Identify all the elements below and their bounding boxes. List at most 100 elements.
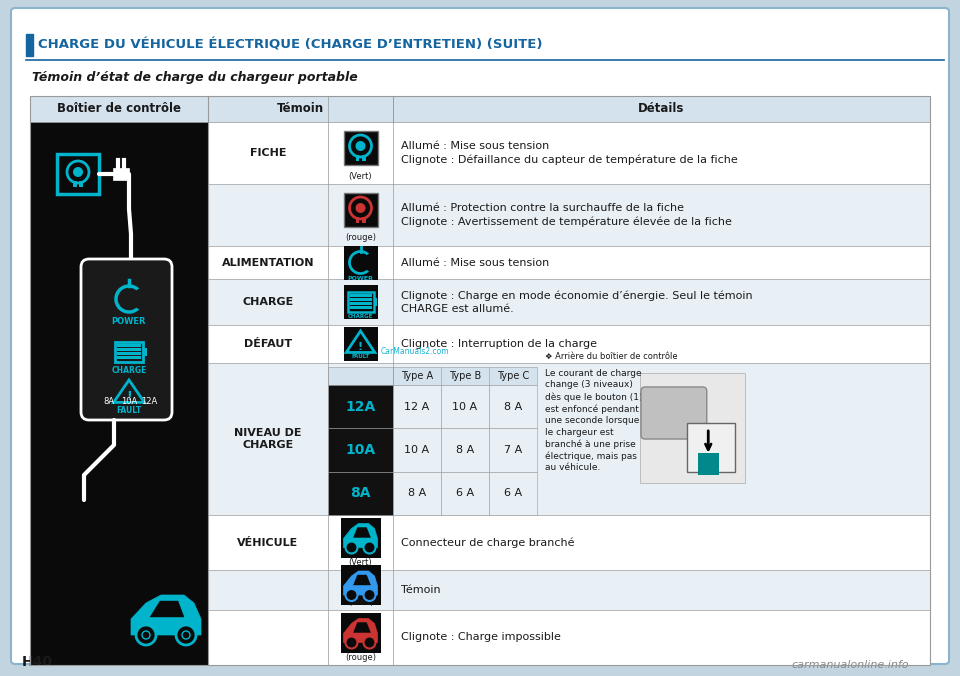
Bar xyxy=(143,348,147,356)
Text: 8 A: 8 A xyxy=(456,445,474,455)
Bar xyxy=(393,429,441,472)
Text: Témoin: Témoin xyxy=(401,585,441,595)
Bar xyxy=(348,292,373,312)
Bar xyxy=(687,422,734,472)
Bar xyxy=(208,325,930,363)
Text: (Bleu): (Bleu) xyxy=(348,598,373,606)
Bar xyxy=(113,168,129,180)
Text: 10A: 10A xyxy=(121,397,137,406)
Text: FAULT: FAULT xyxy=(351,354,370,360)
Text: Type B: Type B xyxy=(449,371,481,381)
Bar xyxy=(349,302,372,305)
Text: POWER: POWER xyxy=(348,276,373,281)
Polygon shape xyxy=(131,595,201,635)
Bar xyxy=(328,385,393,429)
Bar xyxy=(328,472,393,515)
Text: (rouge): (rouge) xyxy=(345,233,376,243)
Bar xyxy=(117,344,141,347)
Bar xyxy=(355,217,359,223)
Bar xyxy=(341,565,380,605)
Bar xyxy=(698,454,719,475)
Text: CHARGE DU VÉHICULE ÉLECTRIQUE (CHARGE D’ENTRETIEN) (SUITE): CHARGE DU VÉHICULE ÉLECTRIQUE (CHARGE D’… xyxy=(38,39,542,51)
Text: (rouge): (rouge) xyxy=(345,652,376,662)
Bar xyxy=(349,294,372,297)
Bar xyxy=(344,327,377,361)
Text: CarManuals2.com: CarManuals2.com xyxy=(380,347,449,356)
Circle shape xyxy=(346,589,357,601)
Bar xyxy=(328,429,393,472)
Bar xyxy=(117,356,141,359)
Bar xyxy=(208,279,930,325)
Bar xyxy=(208,570,930,610)
Bar xyxy=(117,348,141,351)
Bar xyxy=(344,131,377,165)
Text: CHARGE: CHARGE xyxy=(242,297,294,307)
FancyBboxPatch shape xyxy=(81,259,172,420)
Bar xyxy=(441,472,489,515)
Bar xyxy=(640,373,745,483)
Text: CHARGE: CHARGE xyxy=(348,314,373,319)
Text: !: ! xyxy=(358,342,363,352)
Text: 8 A: 8 A xyxy=(504,402,522,412)
Text: FAULT: FAULT xyxy=(116,406,142,415)
Text: 7 A: 7 A xyxy=(504,445,522,455)
Text: NIVEAU DE
CHARGE: NIVEAU DE CHARGE xyxy=(234,428,301,450)
Text: Type A: Type A xyxy=(401,371,433,381)
Text: H40: H40 xyxy=(22,655,53,669)
Bar xyxy=(30,96,930,122)
Bar xyxy=(115,342,143,362)
Bar xyxy=(328,367,537,385)
Bar xyxy=(26,34,33,56)
Bar xyxy=(208,246,930,279)
Circle shape xyxy=(346,541,357,554)
Bar xyxy=(30,122,208,665)
Polygon shape xyxy=(344,619,377,642)
Text: CHARGE: CHARGE xyxy=(111,366,147,375)
Bar xyxy=(355,155,359,161)
Text: DÉFAUT: DÉFAUT xyxy=(244,339,292,349)
Circle shape xyxy=(73,167,83,177)
Circle shape xyxy=(176,625,196,645)
Circle shape xyxy=(355,203,366,213)
Text: 10 A: 10 A xyxy=(452,402,477,412)
Bar xyxy=(393,385,441,429)
Text: (Vert): (Vert) xyxy=(348,558,372,566)
Text: 6 A: 6 A xyxy=(456,488,474,498)
Bar xyxy=(349,306,372,309)
Text: 12 A: 12 A xyxy=(404,402,430,412)
Bar xyxy=(208,363,930,515)
Text: 12A: 12A xyxy=(346,400,375,414)
Polygon shape xyxy=(150,601,184,617)
Text: ALIMENTATION: ALIMENTATION xyxy=(222,258,314,268)
Circle shape xyxy=(364,541,375,554)
Polygon shape xyxy=(353,527,371,537)
Polygon shape xyxy=(344,523,377,548)
Text: !: ! xyxy=(126,389,132,402)
Text: Boîtier de contrôle: Boîtier de contrôle xyxy=(57,103,181,116)
Circle shape xyxy=(364,637,375,648)
Circle shape xyxy=(142,631,150,639)
Circle shape xyxy=(349,135,372,157)
Text: Clignote : Charge en mode économie d’énergie. Seul le témoin
CHARGE est allumé.: Clignote : Charge en mode économie d’éne… xyxy=(401,290,753,314)
Text: VÉHICULE: VÉHICULE xyxy=(237,537,299,548)
Bar xyxy=(489,472,537,515)
Text: ❖ Arrière du boîtier de contrôle: ❖ Arrière du boîtier de contrôle xyxy=(545,352,678,361)
Bar xyxy=(349,298,372,301)
Bar xyxy=(373,298,377,306)
Text: Allumé : Protection contre la surchauffe de la fiche
Clignote : Avertissement de: Allumé : Protection contre la surchauffe… xyxy=(401,203,732,227)
Text: 8A: 8A xyxy=(350,486,371,500)
Bar xyxy=(362,217,366,223)
Text: POWER: POWER xyxy=(111,317,146,326)
Text: Témoin: Témoin xyxy=(276,103,324,116)
Bar xyxy=(208,122,930,184)
Bar xyxy=(208,610,930,665)
Circle shape xyxy=(67,161,89,183)
Bar xyxy=(208,184,930,246)
FancyBboxPatch shape xyxy=(11,8,949,664)
Bar xyxy=(73,181,77,187)
Text: Clignote : Charge impossible: Clignote : Charge impossible xyxy=(401,633,561,642)
FancyBboxPatch shape xyxy=(641,387,707,439)
Bar xyxy=(489,429,537,472)
Bar xyxy=(79,181,83,187)
Bar xyxy=(393,472,441,515)
